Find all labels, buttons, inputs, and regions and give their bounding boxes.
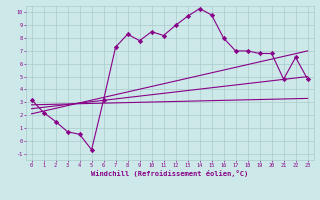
X-axis label: Windchill (Refroidissement éolien,°C): Windchill (Refroidissement éolien,°C) bbox=[91, 170, 248, 177]
